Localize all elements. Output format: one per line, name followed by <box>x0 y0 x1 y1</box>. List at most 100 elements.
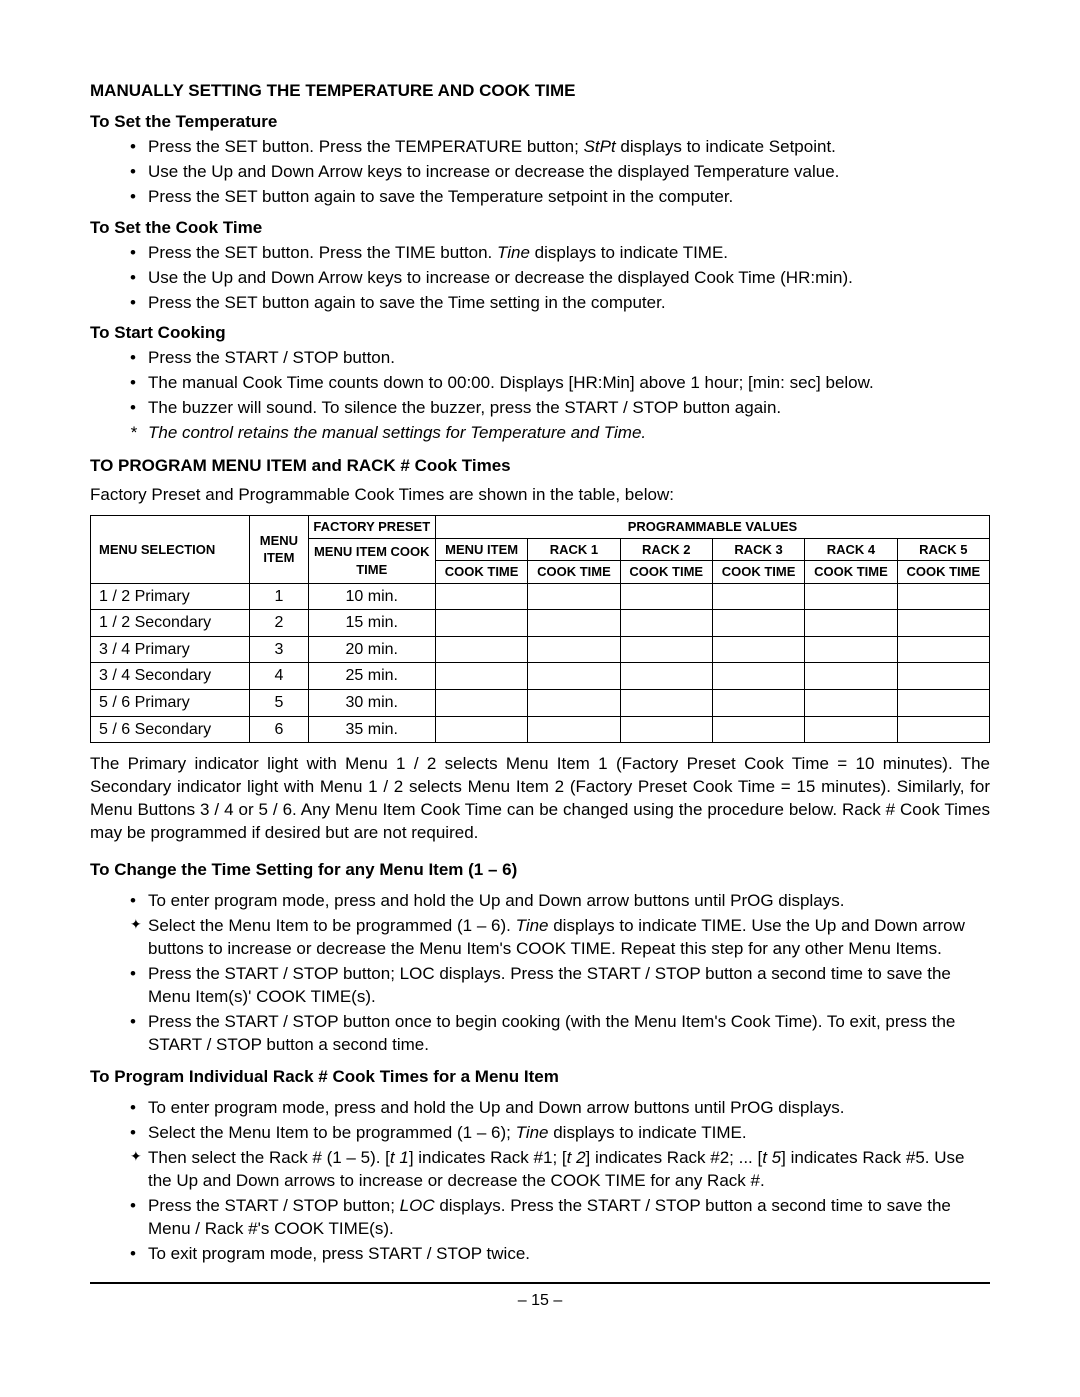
cell-empty <box>897 690 989 717</box>
list-item: Select the Menu Item to be programmed (1… <box>130 915 990 961</box>
cell-empty <box>620 663 712 690</box>
cell-empty <box>528 610 620 637</box>
cell-empty <box>620 636 712 663</box>
cell-empty <box>620 583 712 610</box>
change-time-heading: To Change the Time Setting for any Menu … <box>90 859 990 882</box>
th-menu-item-cooktime: MENU ITEM COOK TIME <box>308 538 435 583</box>
th-cooktime: COOK TIME <box>435 561 527 584</box>
cell-menu-item: 3 <box>250 636 308 663</box>
list-item: Then select the Rack # (1 – 5). [t 1] in… <box>130 1147 990 1193</box>
th-cooktime: COOK TIME <box>528 561 620 584</box>
list-item: To exit program mode, press START / STOP… <box>130 1243 990 1266</box>
set-cook-heading: To Set the Cook Time <box>90 217 990 240</box>
cell-empty <box>897 636 989 663</box>
cell-empty <box>435 716 527 743</box>
cell-empty <box>528 583 620 610</box>
list-item: Press the START / STOP button once to be… <box>130 1011 990 1057</box>
cell-menu-item: 1 <box>250 583 308 610</box>
cell-empty <box>897 663 989 690</box>
main-heading: MANUALLY SETTING THE TEMPERATURE AND COO… <box>90 80 990 103</box>
cell-factory-preset: 30 min. <box>308 690 435 717</box>
cook-time-table: MENU SELECTION MENU ITEM FACTORY PRESET … <box>90 515 990 743</box>
cell-factory-preset: 20 min. <box>308 636 435 663</box>
cell-menu-selection: 3 / 4 Secondary <box>91 663 250 690</box>
program-heading: TO PROGRAM MENU ITEM and RACK # Cook Tim… <box>90 455 990 478</box>
cell-empty <box>805 663 897 690</box>
cell-empty <box>435 583 527 610</box>
list-item: Press the START / STOP button; LOC displ… <box>130 1195 990 1241</box>
cell-empty <box>528 716 620 743</box>
start-cook-heading: To Start Cooking <box>90 322 990 345</box>
cell-empty <box>805 610 897 637</box>
table-row: 1 / 2 Primary110 min. <box>91 583 990 610</box>
cell-empty <box>897 716 989 743</box>
set-cook-list: Press the SET button. Press the TIME but… <box>130 242 990 315</box>
table-row: 5 / 6 Secondary635 min. <box>91 716 990 743</box>
cell-empty <box>897 583 989 610</box>
list-item: Select the Menu Item to be programmed (1… <box>130 1122 990 1145</box>
cell-factory-preset: 10 min. <box>308 583 435 610</box>
th-rack5: RACK 5 <box>897 538 989 561</box>
cell-menu-item: 5 <box>250 690 308 717</box>
cell-menu-selection: 1 / 2 Secondary <box>91 610 250 637</box>
change-time-list: To enter program mode, press and hold th… <box>130 890 990 1057</box>
cell-empty <box>712 636 804 663</box>
list-item: Press the START / STOP button; LOC displ… <box>130 963 990 1009</box>
cell-empty <box>620 690 712 717</box>
cell-empty <box>528 663 620 690</box>
cell-menu-selection: 3 / 4 Primary <box>91 636 250 663</box>
table-row: 3 / 4 Primary320 min. <box>91 636 990 663</box>
cell-empty <box>805 583 897 610</box>
table-explanation: The Primary indicator light with Menu 1 … <box>90 753 990 845</box>
list-item: Press the START / STOP button. <box>130 347 990 370</box>
th-menu-item: MENU ITEM <box>250 516 308 584</box>
th-rack4: RACK 4 <box>805 538 897 561</box>
cell-menu-selection: 5 / 6 Secondary <box>91 716 250 743</box>
cell-empty <box>712 690 804 717</box>
list-item: Press the SET button. Press the TIME but… <box>130 242 990 265</box>
cell-empty <box>712 610 804 637</box>
program-rack-list: To enter program mode, press and hold th… <box>130 1097 990 1266</box>
th-rack3: RACK 3 <box>712 538 804 561</box>
th-cooktime: COOK TIME <box>712 561 804 584</box>
th-cooktime: COOK TIME <box>805 561 897 584</box>
cell-menu-item: 2 <box>250 610 308 637</box>
start-cook-list: Press the START / STOP button. The manua… <box>130 347 990 445</box>
cell-empty <box>805 716 897 743</box>
list-item: To enter program mode, press and hold th… <box>130 1097 990 1120</box>
th-factory-preset: FACTORY PRESET <box>308 516 435 539</box>
cell-factory-preset: 35 min. <box>308 716 435 743</box>
program-rack-heading: To Program Individual Rack # Cook Times … <box>90 1066 990 1089</box>
list-item: To enter program mode, press and hold th… <box>130 890 990 913</box>
cell-empty <box>528 690 620 717</box>
cell-empty <box>805 636 897 663</box>
cell-empty <box>712 663 804 690</box>
list-item: Press the SET button again to save the T… <box>130 186 990 209</box>
list-item-note: The control retains the manual settings … <box>130 422 990 445</box>
cell-empty <box>620 716 712 743</box>
cell-menu-selection: 5 / 6 Primary <box>91 690 250 717</box>
cell-empty <box>435 636 527 663</box>
cell-empty <box>712 583 804 610</box>
cell-empty <box>528 636 620 663</box>
list-item: The manual Cook Time counts down to 00:0… <box>130 372 990 395</box>
table-row: 3 / 4 Secondary425 min. <box>91 663 990 690</box>
list-item: Press the SET button. Press the TEMPERAT… <box>130 136 990 159</box>
table-row: 1 / 2 Secondary215 min. <box>91 610 990 637</box>
table-row: 5 / 6 Primary530 min. <box>91 690 990 717</box>
th-menu-selection: MENU SELECTION <box>91 516 250 584</box>
cell-empty <box>805 690 897 717</box>
cell-factory-preset: 15 min. <box>308 610 435 637</box>
cell-menu-selection: 1 / 2 Primary <box>91 583 250 610</box>
th-cooktime: COOK TIME <box>897 561 989 584</box>
th-menu-item-col: MENU ITEM <box>435 538 527 561</box>
set-temp-list: Press the SET button. Press the TEMPERAT… <box>130 136 990 209</box>
set-temp-heading: To Set the Temperature <box>90 111 990 134</box>
th-programmable: PROGRAMMABLE VALUES <box>435 516 989 539</box>
th-cooktime: COOK TIME <box>620 561 712 584</box>
cell-empty <box>435 690 527 717</box>
th-rack2: RACK 2 <box>620 538 712 561</box>
list-item: Use the Up and Down Arrow keys to increa… <box>130 267 990 290</box>
cell-empty <box>897 610 989 637</box>
cell-empty <box>712 716 804 743</box>
